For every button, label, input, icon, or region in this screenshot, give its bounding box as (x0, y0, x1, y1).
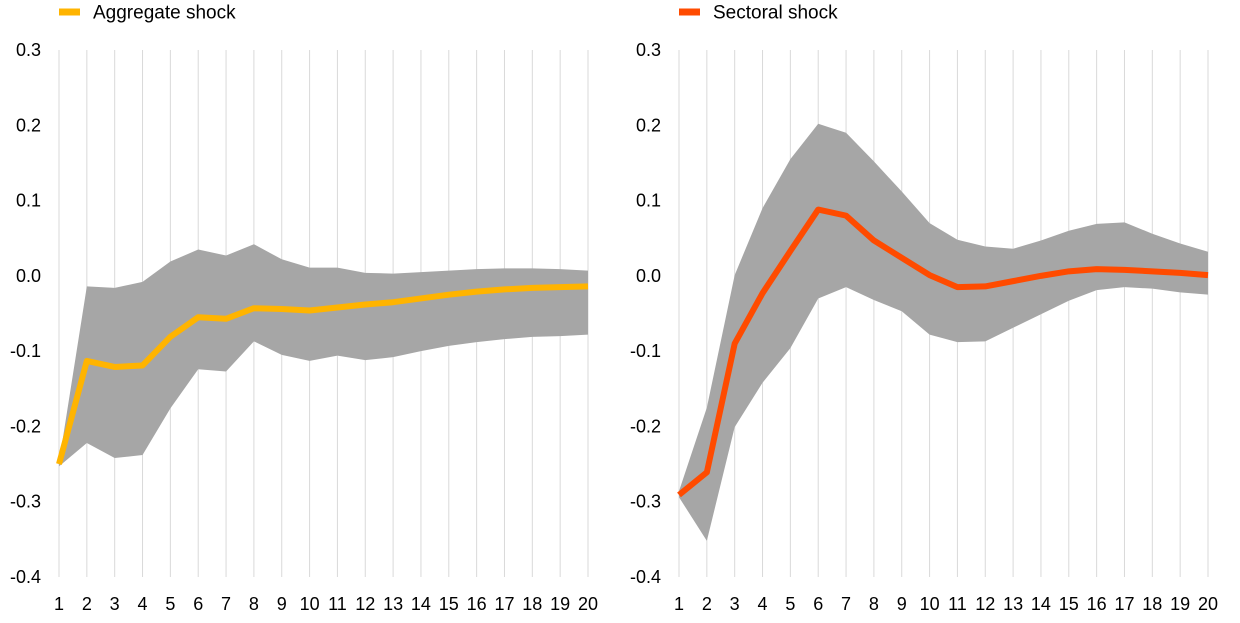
y-tick-label: 0.0 (16, 266, 41, 286)
y-axis: 0.3 0.2 0.1 0.0 -0.1 -0.2 -0.3 -0.4 (10, 40, 41, 587)
sectoral-shock-panel: Sectoral shock 0.3 0.2 0.1 0.0 -0.1 -0.2 -0.3 -0… (630, 3, 1218, 615)
x-tick-label: 4 (758, 594, 768, 614)
legend-label: Aggregate shock (93, 3, 236, 24)
x-tick-label: 14 (1031, 594, 1051, 614)
x-tick-label: 19 (1170, 594, 1190, 614)
x-tick-label: 14 (411, 594, 431, 614)
x-tick-label: 10 (300, 594, 320, 614)
y-tick-label: 0.3 (16, 40, 41, 60)
x-tick-label: 17 (494, 594, 514, 614)
aggregate-shock-panel: Aggregate shock 0.3 0.2 0.1 0.0 -0.1 -0.2 -0.3 -… (10, 3, 598, 615)
x-tick-label: 17 (1114, 594, 1134, 614)
x-tick-label: 15 (439, 594, 459, 614)
y-tick-label: 0.0 (636, 266, 661, 286)
series-line (56, 283, 589, 465)
x-tick-label: 8 (249, 594, 259, 614)
x-tick-label: 1 (674, 594, 684, 614)
x-tick-label: 5 (165, 594, 175, 614)
legend-swatch (59, 8, 80, 16)
legend-swatch (679, 8, 700, 16)
x-tick-label: 9 (897, 594, 907, 614)
legend-label: Sectoral shock (713, 3, 838, 24)
y-tick-label: 0.2 (16, 115, 41, 135)
x-tick-label: 18 (522, 594, 542, 614)
x-tick-label: 20 (578, 594, 598, 614)
confidence-band (679, 123, 1208, 541)
y-axis: 0.3 0.2 0.1 0.0 -0.1 -0.2 -0.3 -0.4 (630, 40, 661, 587)
x-tick-label: 15 (1059, 594, 1079, 614)
y-tick-label: -0.4 (630, 567, 661, 587)
x-tick-label: 11 (948, 594, 967, 614)
x-tick-label: 11 (328, 594, 347, 614)
x-tick-label: 3 (730, 594, 740, 614)
x-tick-label: 3 (110, 594, 120, 614)
x-tick-label: 2 (702, 594, 712, 614)
data-points (678, 209, 1209, 496)
y-tick-label: -0.2 (630, 416, 661, 436)
x-tick-label: 16 (1087, 594, 1107, 614)
x-tick-label: 6 (193, 594, 203, 614)
x-tick-label: 2 (82, 594, 92, 614)
y-tick-label: -0.1 (630, 341, 661, 361)
x-tick-label: 13 (383, 594, 403, 614)
x-tick-label: 10 (920, 594, 940, 614)
x-tick-label: 8 (869, 594, 879, 614)
x-tick-label: 4 (138, 594, 148, 614)
series-line (677, 206, 1209, 498)
y-tick-label: 0.3 (636, 40, 661, 60)
data-points (58, 286, 589, 465)
y-tick-label: 0.1 (16, 191, 41, 211)
x-tick-label: 16 (467, 594, 487, 614)
x-tick-label: 1 (54, 594, 64, 614)
x-tick-label: 18 (1142, 594, 1162, 614)
x-tick-label: 6 (813, 594, 823, 614)
legend: Sectoral shock (679, 3, 838, 24)
x-axis: 1 2 3 4 5 6 7 8 9 10 11 12 13 14 15 16 17 18 19 20 (54, 594, 598, 614)
x-tick-label: 7 (221, 594, 231, 614)
x-tick-label: 20 (1198, 594, 1218, 614)
x-tick-label: 12 (975, 594, 995, 614)
confidence-band (59, 244, 588, 467)
y-tick-label: -0.4 (10, 567, 41, 587)
x-tick-label: 5 (785, 594, 795, 614)
legend: Aggregate shock (59, 3, 236, 24)
y-tick-label: -0.1 (10, 341, 41, 361)
x-tick-label: 7 (841, 594, 851, 614)
y-tick-label: 0.1 (636, 191, 661, 211)
x-tick-label: 9 (277, 594, 287, 614)
y-tick-label: -0.3 (630, 492, 661, 512)
x-tick-label: 13 (1003, 594, 1023, 614)
y-tick-label: -0.3 (10, 492, 41, 512)
x-tick-label: 12 (355, 594, 375, 614)
y-tick-label: 0.2 (636, 115, 661, 135)
x-axis: 1 2 3 4 5 6 7 8 9 10 11 12 13 14 15 16 17 18 19 20 (674, 594, 1218, 614)
x-tick-label: 19 (550, 594, 570, 614)
y-tick-label: -0.2 (10, 416, 41, 436)
